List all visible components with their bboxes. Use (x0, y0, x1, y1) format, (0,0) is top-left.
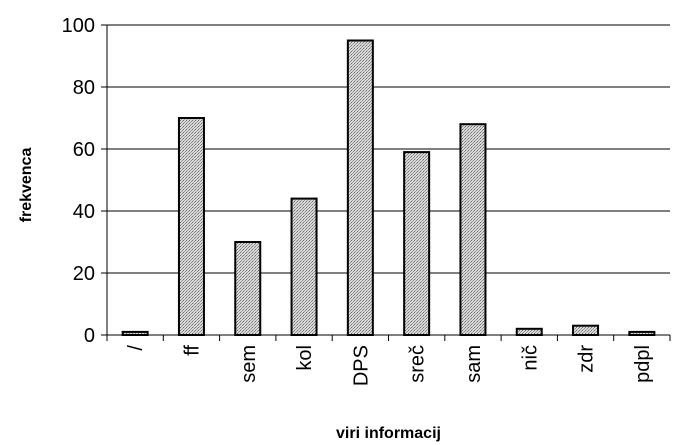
y-tick-label: 60 (73, 139, 95, 161)
x-tick-label: kol (294, 345, 316, 371)
x-tick-label: sreč (407, 345, 429, 383)
x-tick-label: DPS (350, 345, 372, 386)
bar-sem (234, 241, 262, 336)
y-tick-label: 0 (84, 325, 95, 347)
x-tick-label: sam (463, 345, 485, 383)
bar-zdr (572, 324, 600, 337)
x-tick-label: ff (181, 345, 203, 356)
x-axis-title: viri informacij (336, 425, 441, 442)
bar-dps (346, 39, 374, 336)
bar-ff (177, 117, 205, 336)
x-tick-label: pdpl (632, 345, 654, 383)
y-tick-label: 100 (62, 15, 95, 37)
y-tick-labels: 0 20 40 60 80 100 (62, 15, 95, 347)
y-tick-label: 40 (73, 201, 95, 223)
bar-sreč (403, 151, 431, 336)
x-tick-label: sem (238, 345, 260, 383)
bars (121, 39, 656, 337)
x-tick-label: zdr (576, 345, 598, 373)
x-tick-label: nič (519, 345, 541, 371)
y-tick-label: 80 (73, 77, 95, 99)
axes (106, 25, 671, 341)
y-axis-title: frekvenca (18, 148, 35, 223)
bar-sam (459, 123, 487, 336)
x-tick-label: / (125, 345, 147, 351)
y-tick-label: 20 (73, 263, 95, 285)
bar-nič (515, 327, 543, 336)
bar-kol (290, 197, 318, 336)
x-tick-labels: / ff sem kol DPS sreč sam nič zdr pdpl (125, 345, 654, 387)
